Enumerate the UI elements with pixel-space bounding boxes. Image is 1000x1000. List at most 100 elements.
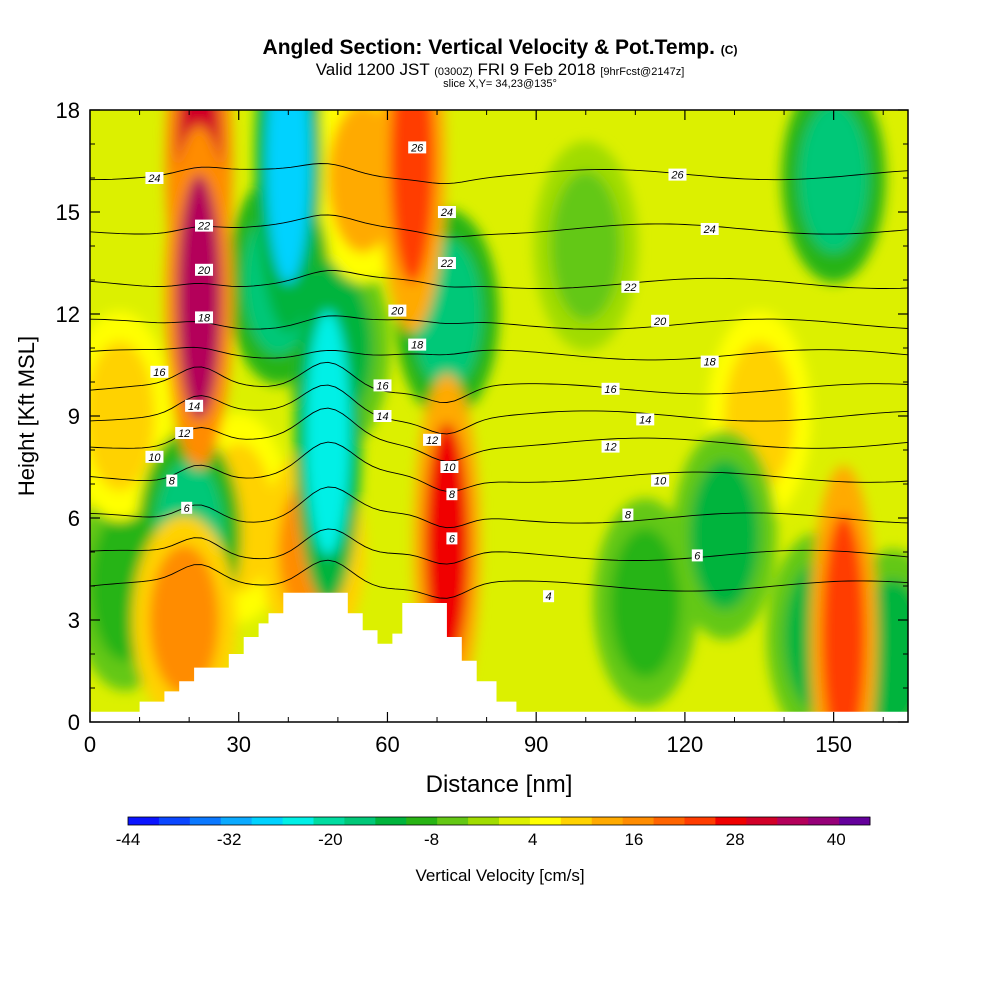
- colorbar-swatch: [468, 817, 500, 825]
- colorbar-swatch: [220, 817, 253, 825]
- contour-label: 24: [145, 172, 164, 185]
- contour-label: 20: [195, 263, 214, 277]
- colorbar-swatch: [653, 817, 685, 825]
- colorbar-tick-label: 28: [726, 830, 745, 849]
- x-tick-label: 30: [226, 732, 250, 757]
- y-axis-label: Height [Kft MSL]: [14, 336, 39, 496]
- contour-label-text: 6: [449, 533, 456, 545]
- contour-label-text: 22: [623, 282, 636, 294]
- colorbar-tick-label: -32: [217, 830, 242, 849]
- x-tick-label: 0: [84, 732, 96, 757]
- theta-contour-12: [90, 407, 908, 462]
- contour-label: 12: [601, 440, 620, 454]
- colorbar-swatch: [746, 817, 778, 825]
- colorbar-swatch: [622, 817, 655, 825]
- contour-label-text: 8: [625, 510, 632, 522]
- velocity-core: [176, 174, 222, 420]
- velocity-field: [90, 110, 908, 722]
- valid-date: FRI 9 Feb 2018: [477, 60, 596, 79]
- x-axis-label: Distance [nm]: [426, 771, 573, 798]
- contour-label-text: 12: [426, 435, 438, 447]
- contour-label: 8: [446, 488, 458, 501]
- colorbar-swatch: [715, 817, 747, 825]
- colorbar-swatch: [375, 817, 407, 825]
- velocity-core: [798, 110, 869, 253]
- colorbar-swatch: [560, 817, 593, 825]
- contour-label-text: 18: [704, 357, 717, 369]
- colorbar-tick-label: 16: [624, 830, 643, 849]
- contour-label: 12: [423, 433, 442, 447]
- contour-label-text: 10: [654, 476, 667, 488]
- y-tick-label: 6: [68, 506, 80, 531]
- contour-label-text: 26: [410, 142, 424, 154]
- colorbar-frame: [127, 816, 871, 826]
- velocity-core: [610, 528, 680, 678]
- contour-label: 10: [145, 450, 164, 464]
- contour-label-text: 22: [197, 221, 210, 233]
- contour-label: 10: [440, 461, 459, 474]
- y-tick-label: 15: [56, 200, 80, 225]
- contour-label: 26: [408, 141, 427, 154]
- contour-label: 6: [691, 549, 703, 562]
- contour-label-text: 20: [653, 316, 667, 328]
- contour-label-text: 26: [670, 170, 684, 182]
- contour-label: 18: [700, 355, 719, 369]
- chart-subtitle: Valid 1200 JST (0300Z) FRI 9 Feb 2018 [9…: [315, 60, 685, 79]
- contour-label-text: 18: [198, 312, 211, 324]
- contour-label-text: 8: [169, 476, 176, 488]
- valid-utc: (0300Z): [434, 66, 473, 78]
- y-tick-label: 12: [56, 302, 80, 327]
- contour-label: 22: [437, 257, 456, 270]
- contour-label: 20: [388, 304, 407, 318]
- contour-label: 22: [621, 280, 640, 294]
- colorbar-tick-label: -8: [424, 830, 439, 849]
- slice-info: slice X,Y= 34,23@135°: [443, 78, 557, 90]
- colorbar-swatch: [777, 817, 809, 825]
- colorbar-tick-label: -20: [318, 830, 343, 849]
- contour-label: 8: [622, 508, 634, 522]
- colorbar-swatch: [808, 817, 840, 825]
- contour-label-text: 10: [443, 462, 456, 474]
- x-tick-label: 120: [667, 732, 704, 757]
- theta-contours: [90, 163, 908, 599]
- contour-label: 8: [166, 474, 178, 488]
- contour-label: 18: [408, 338, 427, 352]
- colorbar-swatch: [313, 817, 345, 825]
- colorbar-swatch: [128, 817, 160, 825]
- contour-label: 24: [700, 223, 719, 236]
- contour-label: 16: [373, 379, 392, 392]
- contour-label-text: 6: [694, 550, 701, 562]
- contour-label: 16: [150, 365, 169, 379]
- plot-area: 24 22 20 18 16 14 12 10 8 6 26 24 22 20 18 16 14 12 10 8 6 4 2…: [90, 110, 908, 722]
- contour-label: 12: [175, 427, 194, 440]
- contour-label: 14: [373, 410, 392, 423]
- velocity-core: [551, 171, 621, 321]
- theta-contour-26: [90, 163, 908, 185]
- contour-label-text: 24: [440, 207, 453, 219]
- theta-contour-22: [90, 270, 908, 289]
- theta-contour-4: [90, 559, 908, 599]
- colorbar-tick-label: -44: [116, 830, 141, 849]
- velocity-core: [821, 514, 866, 722]
- colorbar-tick-label: 40: [827, 830, 846, 849]
- colorbar-swatch: [406, 817, 438, 825]
- contour-label-text: 24: [703, 224, 716, 236]
- contour-label: 22: [195, 219, 214, 233]
- contour-label: 4: [543, 590, 555, 603]
- colorbar-swatch: [529, 817, 562, 825]
- velocity-core: [689, 460, 760, 610]
- contour-label: 16: [601, 382, 620, 396]
- velocity-core: [305, 310, 351, 556]
- theta-contour-20: [90, 315, 908, 330]
- colorbar-swatch: [499, 817, 531, 825]
- y-tick-label: 3: [68, 608, 80, 633]
- colorbar-tick-label: 4: [528, 830, 537, 849]
- contour-label: 24: [437, 206, 456, 219]
- theta-contour-10: [90, 441, 908, 492]
- y-tick-label: 18: [56, 98, 80, 123]
- contour-label-text: 16: [376, 380, 389, 392]
- theta-contour-6: [90, 528, 908, 565]
- contour-label: 6: [446, 532, 458, 545]
